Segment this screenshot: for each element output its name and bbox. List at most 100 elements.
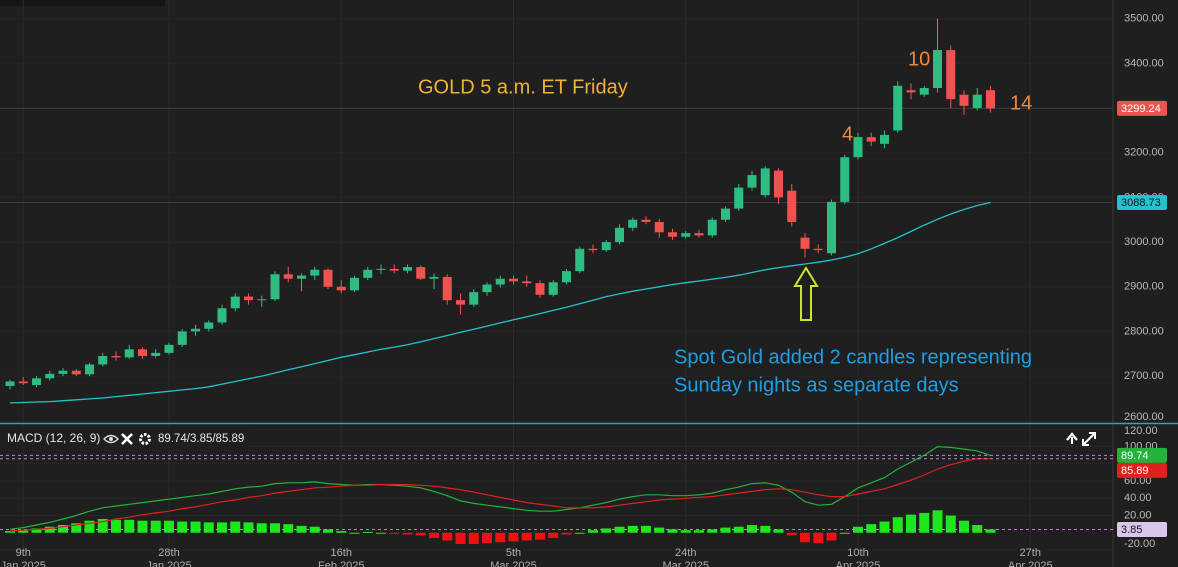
histogram-bar [415,532,426,536]
close-icon[interactable] [121,433,133,445]
annotation: 10 [908,48,930,70]
candle-body [204,322,214,329]
candle-body [18,381,28,384]
candle-body [85,364,94,375]
candle-body [124,349,134,358]
candle-body [601,242,611,251]
candle-body [681,233,691,237]
candle-body [615,227,624,243]
histogram-bar [521,532,532,541]
y-tick-label: 2700.00 [1124,370,1164,382]
note: Spot Gold added 2 candles representing [674,346,1032,368]
x-tick-label: 5th Mar 2025 [490,547,537,567]
candle-body [986,90,995,109]
price-badge [1117,447,1167,463]
histogram-bar [442,532,453,541]
histogram-bar [945,515,956,533]
candle-body [509,278,518,282]
histogram-bar [402,532,413,535]
candle-body [71,370,81,375]
histogram-bar [879,521,890,533]
candle-body [310,269,320,276]
candle-body [5,381,15,386]
price-badge-label: 3088.73 [1121,197,1161,209]
candle-body [164,344,174,353]
histogram-bar [694,530,704,533]
histogram-bar [137,520,148,533]
settings-icon[interactable] [139,433,151,445]
histogram-bar [468,532,479,544]
candle-body [32,378,41,386]
histogram-bar [680,530,691,533]
candle-body [191,328,200,332]
candle-body [138,349,147,356]
grid [22,0,1031,550]
eye-icon[interactable] [103,434,119,444]
histogram-bar [177,521,188,533]
y-tick-label: 60.00 [1124,475,1152,487]
candle-body [588,248,598,251]
candle-body [959,94,969,106]
histogram-bar [574,532,585,534]
candle-body [98,355,108,365]
indicator-line [9,457,991,532]
annotation: 14 [1010,92,1032,114]
price-badge [1117,521,1167,537]
y-tick-label: 20.00 [1124,509,1152,521]
candle-body [270,274,280,300]
histogram-bar [243,522,254,533]
histogram-bar [985,529,996,533]
candle-body [350,277,359,291]
indicator-title: MACD (12, 26, 9) [7,431,100,445]
histogram-bar [932,510,943,533]
candle-body [323,269,333,287]
indicator-icons[interactable] [103,433,151,445]
note: Sunday nights as separate days [674,374,959,396]
candle-body [177,331,187,345]
x-tick-label: 16th Feb 2025 [318,547,365,567]
histogram-bar [972,525,983,533]
histogram-bar [349,532,360,534]
candle-body [456,300,465,305]
histogram-bar [18,530,29,533]
histogram-bar [601,528,612,533]
indicator-readout: 89.74/3.85/85.89 [158,433,244,445]
histogram-bar [5,531,15,533]
indicator-line [9,445,991,530]
candle-body [880,134,889,144]
plot-area [0,18,1113,544]
histogram-bar [71,523,82,533]
y-tick-label: 3500.00 [1124,13,1164,25]
price-badge-label: 89.74 [1121,450,1149,462]
annotation: 4 [842,123,853,145]
candle-body [482,284,492,293]
histogram-bar [190,521,201,533]
candle-body [217,308,227,323]
histogram-bar [256,523,267,533]
candle-body [363,269,373,278]
candle-body [893,85,903,131]
histogram-bar [892,517,903,533]
candle-body [283,274,293,279]
price-badge [1117,100,1167,116]
candle-body [787,190,797,222]
histogram-bar [561,532,572,535]
candle-body [760,168,770,196]
x-tick-label: 24th Mar 2025 [662,547,709,567]
expand-icon[interactable] [1082,432,1096,446]
move-up-icon[interactable] [1066,432,1078,444]
histogram-bar [641,525,651,533]
candle-body [45,373,55,379]
histogram-bar [813,532,824,544]
candle-body [628,219,638,228]
histogram-bar [124,519,135,533]
y-tick-label: 2900.00 [1124,281,1164,293]
eye-pupil [109,437,113,441]
histogram-bar [588,530,598,533]
y-tick-label: 3200.00 [1124,147,1164,159]
candle-body [933,50,942,88]
histogram-bar [720,527,731,533]
histogram-bar [31,528,42,533]
